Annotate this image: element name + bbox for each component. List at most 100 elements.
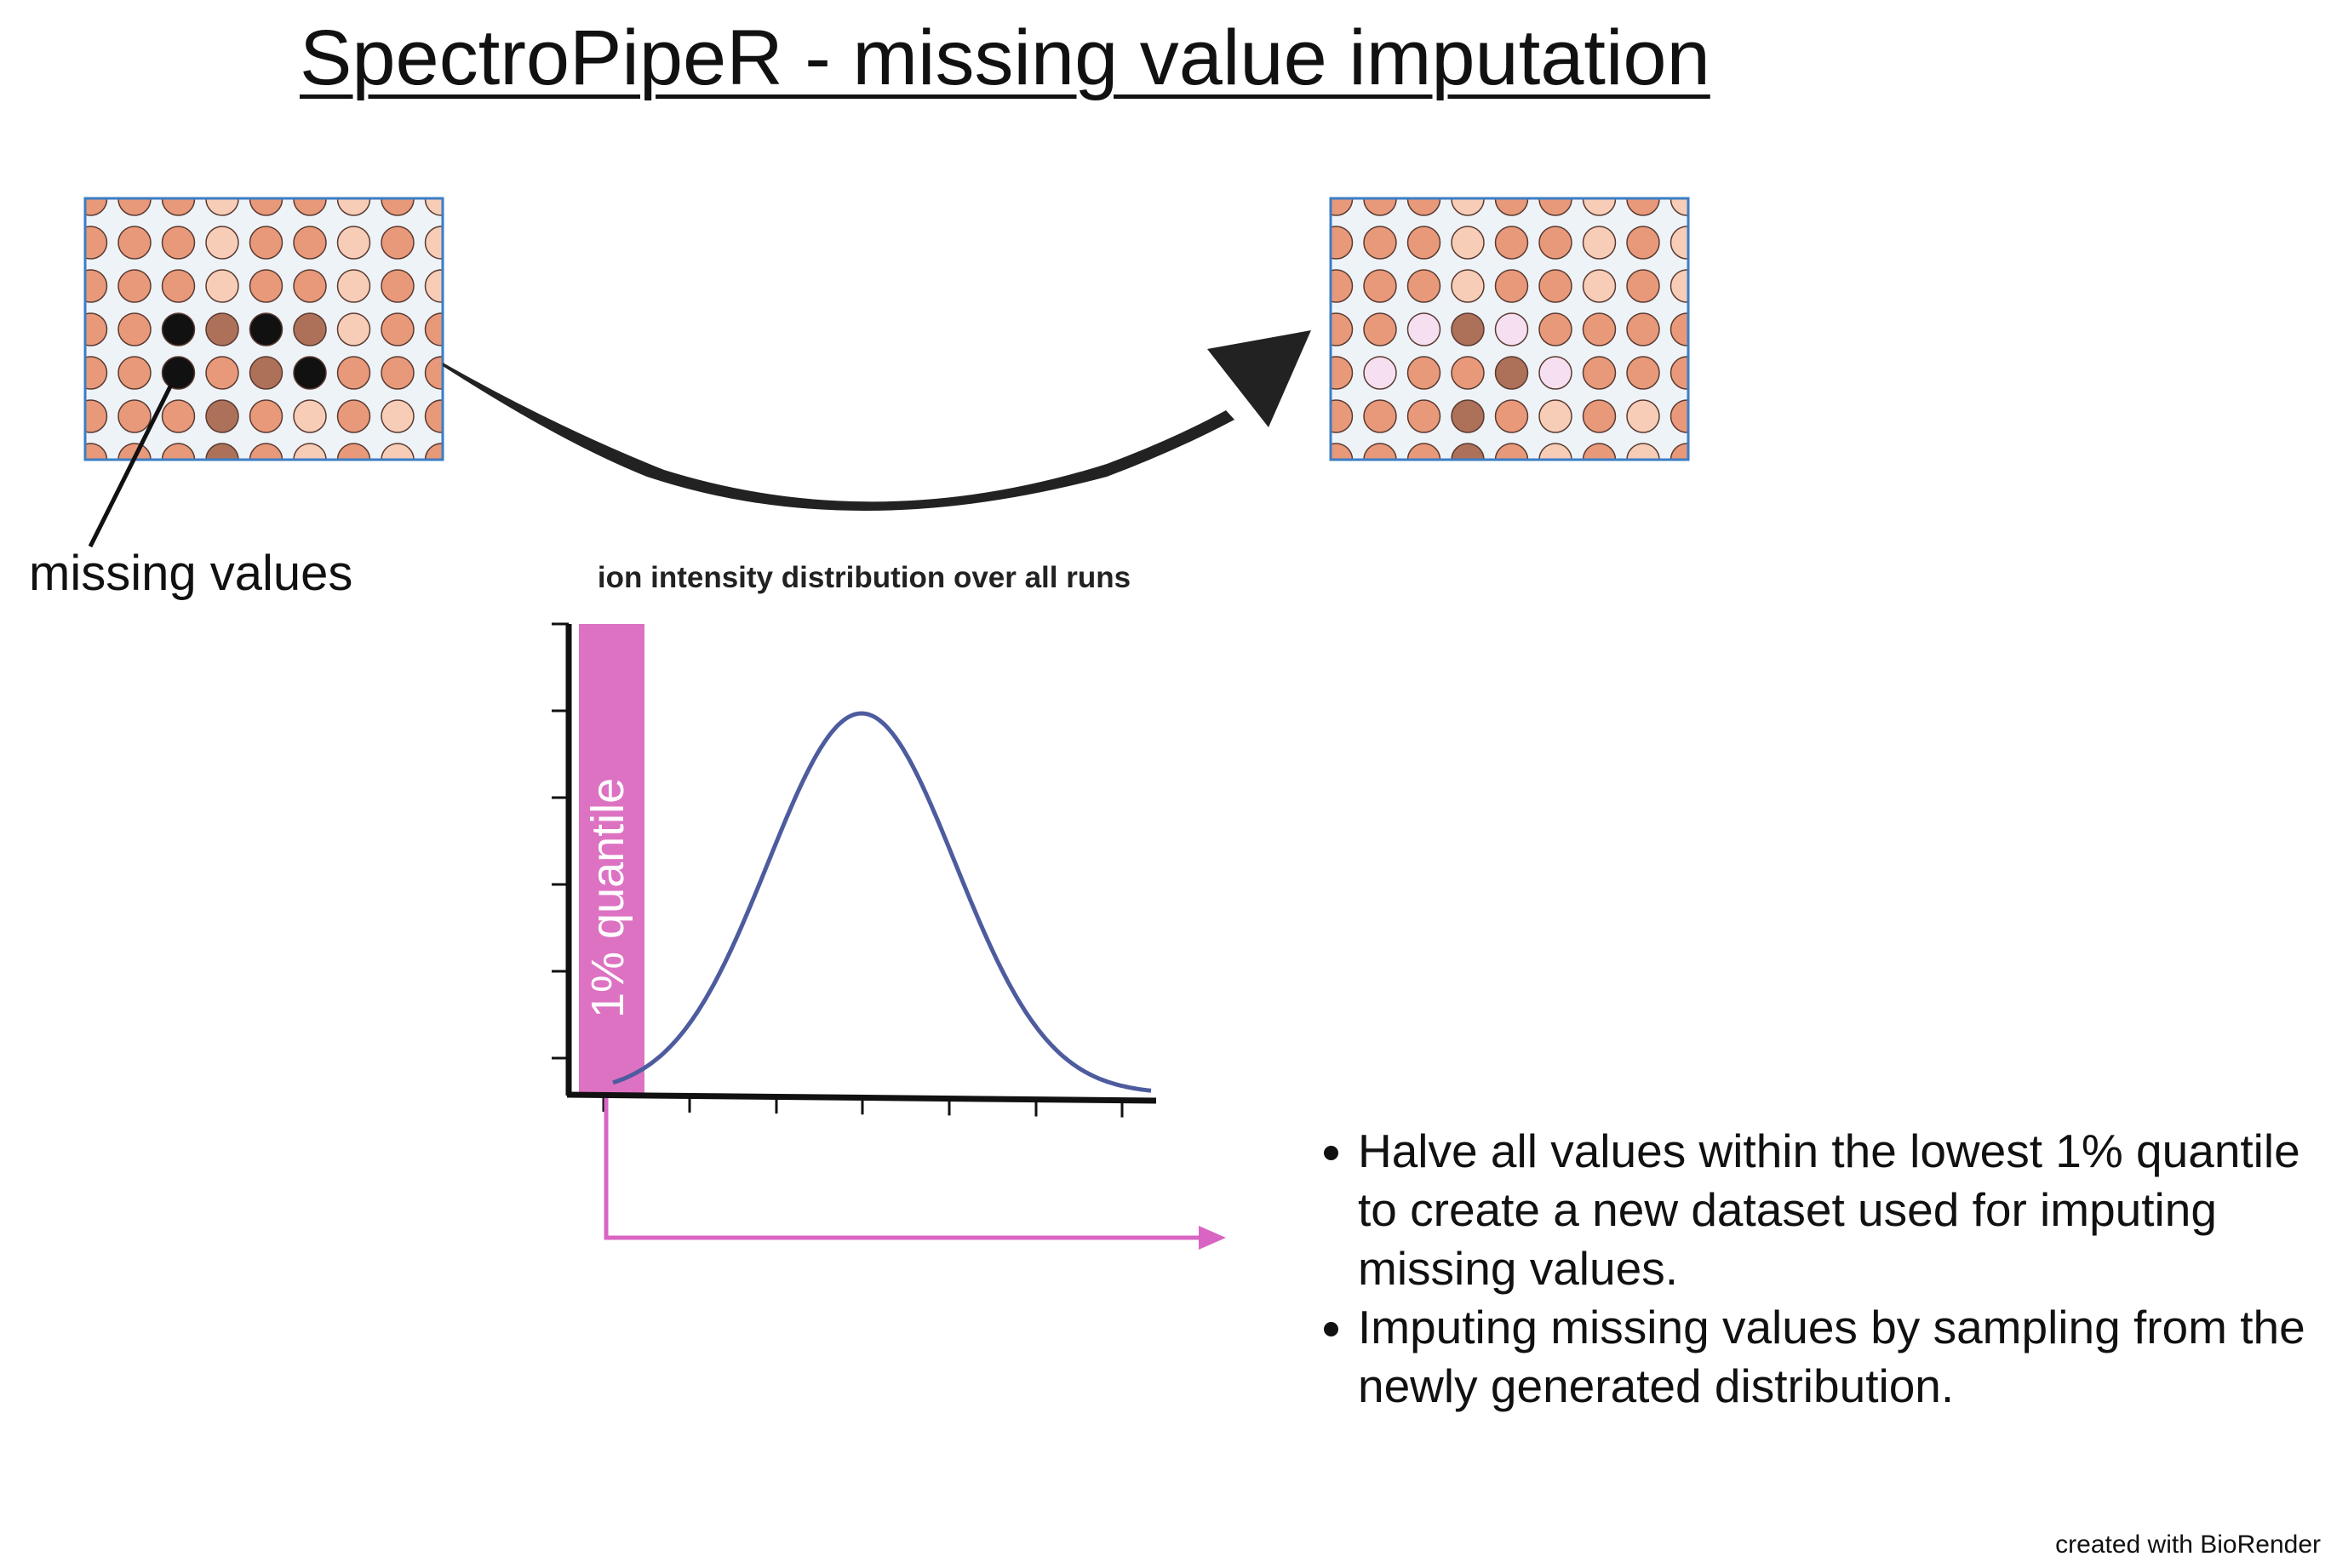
plate-before-well [469, 313, 501, 346]
plate-before-well [205, 443, 239, 460]
plate-before-well [336, 269, 371, 303]
plate-after-imputed-well [1494, 312, 1529, 346]
plate-before-well [249, 269, 284, 303]
plate-after-well [1715, 270, 1747, 302]
plate-after-well [1626, 443, 1660, 460]
plate-after [1329, 183, 1747, 476]
plate-after-imputed-well [1538, 356, 1572, 390]
plate-before-well [381, 226, 415, 260]
plate-before-well [161, 269, 196, 303]
plate-after-well [1406, 443, 1441, 460]
plate-before-well [336, 312, 371, 346]
plate-after-well [1582, 312, 1617, 346]
plate-after-well [1715, 226, 1747, 259]
plate-after-well [1494, 356, 1529, 390]
plate-after-imputed-well [1363, 356, 1397, 390]
plate-after-well [1715, 400, 1747, 432]
plate-before-well [85, 269, 108, 303]
imputation-arrow [443, 363, 1234, 511]
plate-after-well [1331, 399, 1354, 433]
plate-before-well [161, 226, 196, 260]
plate-before-well [117, 443, 152, 460]
plate-before-well [85, 356, 108, 390]
plate-before-well [381, 312, 415, 346]
plate-before-well [293, 312, 327, 346]
plate-before-well [161, 443, 196, 460]
plate-before-well [469, 400, 501, 432]
plate-after-well [1331, 226, 1354, 260]
plate-after-well [1363, 312, 1397, 346]
plate-before-missing-well [293, 356, 327, 390]
distribution-chart: 1% quantile [552, 622, 1157, 1118]
plate-after-well [1715, 313, 1747, 346]
plate-after-well [1363, 226, 1397, 260]
plate-after-well [1626, 356, 1660, 390]
plate-before-well [293, 443, 327, 460]
plate-after-well [1406, 356, 1441, 390]
plate-after-well [1538, 312, 1572, 346]
biorender-credit: created with BioRender [2055, 1531, 2321, 1559]
plate-before-well [117, 269, 152, 303]
plate-after-well [1363, 399, 1397, 433]
plate-before-missing-well [161, 312, 196, 346]
quantile-label: 1% quantile [582, 778, 633, 1018]
plate-before-well [293, 269, 327, 303]
plate-after-well [1331, 356, 1354, 390]
imputation-arrowhead [1207, 330, 1311, 427]
plate-after-well [1538, 399, 1572, 433]
plate-after-well [1406, 269, 1441, 303]
plate-after-well [1363, 269, 1397, 303]
plate-before [83, 183, 501, 476]
plate-after-well [1451, 356, 1485, 390]
plate-before-well [293, 226, 327, 260]
plate-after-well [1626, 399, 1660, 433]
distribution-curve [612, 711, 1152, 1093]
plate-after-well [1406, 399, 1441, 433]
chart-title: ion intensity distribution over all runs [597, 561, 1131, 594]
plate-before-well [85, 312, 108, 346]
bullet-halve: Halve all values within the lowest 1% qu… [1358, 1122, 2331, 1298]
plate-before-well [469, 444, 501, 476]
plate-after-imputed-well [1406, 312, 1441, 346]
plate-after-border [1329, 197, 1690, 461]
plate-after-well [1331, 443, 1354, 460]
plate-after-well [1494, 443, 1529, 460]
plate-before-missing-well [249, 312, 284, 346]
missing-values-label: missing values [29, 546, 353, 601]
plate-after-well [1626, 269, 1660, 303]
plate-before-well [85, 399, 108, 433]
plate-before-well [205, 312, 239, 346]
plate-after-well [1715, 183, 1747, 215]
plate-before-well [85, 226, 108, 260]
plate-after-well [1626, 312, 1660, 346]
plate-before-well [336, 399, 371, 433]
plate-after-well [1715, 444, 1747, 476]
plate-before-well [469, 183, 501, 215]
plate-before-well [205, 399, 239, 433]
plate-before-well [117, 356, 152, 390]
plate-before-well [469, 226, 501, 259]
plate-before-well [293, 399, 327, 433]
plate-after-well [1715, 357, 1747, 389]
plate-after-well [1363, 443, 1397, 460]
plate-before-missing-well [161, 356, 196, 390]
bullet-impute: Imputing missing values by sampling from… [1358, 1298, 2331, 1416]
plate-after-well [1494, 226, 1529, 260]
plate-after-well [1538, 226, 1572, 260]
plate-before-well [249, 443, 284, 460]
quantile-bar [579, 624, 644, 1095]
plate-before-well [381, 269, 415, 303]
plate-before-well [249, 399, 284, 433]
plate-after-well [1582, 269, 1617, 303]
plate-before-border [83, 197, 444, 461]
plate-before-well [85, 443, 108, 460]
plate-before-well [381, 399, 415, 433]
plate-before-well [205, 226, 239, 260]
plate-after-well [1494, 399, 1529, 433]
plate-before-well [381, 356, 415, 390]
plate-after-well [1331, 269, 1354, 303]
missing-values-pointer [88, 373, 179, 548]
plate-before-well [336, 356, 371, 390]
plate-after-well [1451, 443, 1485, 460]
